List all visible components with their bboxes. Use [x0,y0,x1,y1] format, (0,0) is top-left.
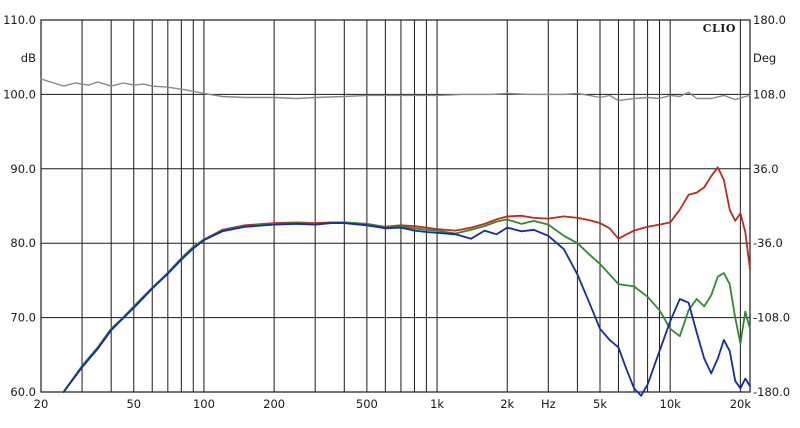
plot-frame [40,19,751,393]
grid [41,20,750,392]
response-curve-4 [62,222,751,397]
y2-tick-label: -180.0 [753,385,790,399]
y-tick-label: 60.0 [10,385,36,399]
y2-tick-label: -36.0 [753,236,783,250]
y-tick-label: 90.0 [10,162,36,176]
x-tick-label: 500 [356,397,378,411]
y-tick-label: 110.0 [3,13,36,27]
y2-tick-label: 108.0 [753,87,786,101]
curves [40,78,751,397]
x-tick-label: 50 [126,397,141,411]
y2-axis-label: Deg [753,51,776,65]
response-curve-3 [62,218,751,393]
y-tick-label: 100.0 [3,87,36,101]
x-tick-label: 200 [263,397,285,411]
y-tick-label: 80.0 [10,236,36,250]
tick-labels: 110.0 100.0 90.0 80.0 70.0 60.0 180.0 108.0 36.0… [3,13,790,411]
x-tick-label: 5k [593,397,607,411]
x-tick-label: 100 [193,397,215,411]
brand-label: CLIO [703,22,736,35]
y2-tick-label: -108.0 [753,311,790,325]
y2-tick-label: 180.0 [753,13,786,27]
x-tick-label: 1k [430,397,444,411]
y-tick-label: 70.0 [10,311,36,325]
x-tick-label: Hz [541,397,556,411]
phase-curve-1 [40,78,751,102]
x-tick-label: 2k [500,397,514,411]
x-tick-label: 20k [730,397,752,411]
x-tick-label: 20 [34,397,49,411]
y-axis-label: dB [21,51,36,65]
y2-tick-label: 36.0 [753,162,779,176]
x-tick-label: 10k [660,397,682,411]
